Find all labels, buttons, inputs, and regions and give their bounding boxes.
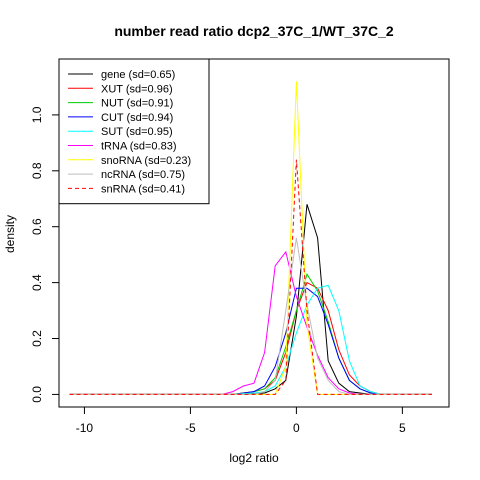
plot-frame xyxy=(58,58,450,408)
series-line-4 xyxy=(69,284,432,395)
legend-label-7: ncRNA (sd=0.75) xyxy=(101,169,185,181)
y-tick-label: 0.0 xyxy=(30,386,44,403)
y-tick-label: 0.4 xyxy=(30,274,44,291)
legend-label-4: SUT (sd=0.95) xyxy=(101,126,173,138)
y-tick-label: 0.8 xyxy=(30,162,44,179)
chart-title: number read ratio dcp2_37C_1/WT_37C_2 xyxy=(114,23,394,39)
y-tick-label: 0.2 xyxy=(30,330,44,347)
y-tick-label: 0.6 xyxy=(30,218,44,235)
series-line-3 xyxy=(69,287,432,395)
legend-label-6: snoRNA (sd=0.23) xyxy=(101,155,191,167)
x-axis-label: log2 ratio xyxy=(229,451,279,465)
series-line-8 xyxy=(69,159,432,395)
legend-label-0: gene (sd=0.65) xyxy=(101,69,175,81)
x-tick-label: 0 xyxy=(293,421,300,435)
legend-label-8: snRNA (sd=0.41) xyxy=(101,183,185,195)
x-tick-label: -5 xyxy=(185,421,196,435)
legend-label-3: CUT (sd=0.94) xyxy=(101,112,173,124)
x-tick-label: -10 xyxy=(76,421,94,435)
legend-label-2: NUT (sd=0.91) xyxy=(101,98,173,110)
legend-label-1: XUT (sd=0.96) xyxy=(101,83,173,95)
y-tick-label: 1.0 xyxy=(30,106,44,123)
legend-label-5: tRNA (sd=0.83) xyxy=(101,141,177,153)
x-tick-label: 5 xyxy=(399,421,406,435)
series-layer xyxy=(69,81,432,395)
legend: gene (sd=0.65) XUT (sd=0.96) NUT (sd=0.91)… xyxy=(58,58,210,205)
series-line-7 xyxy=(69,237,432,395)
y-axis-label: density xyxy=(3,215,17,253)
